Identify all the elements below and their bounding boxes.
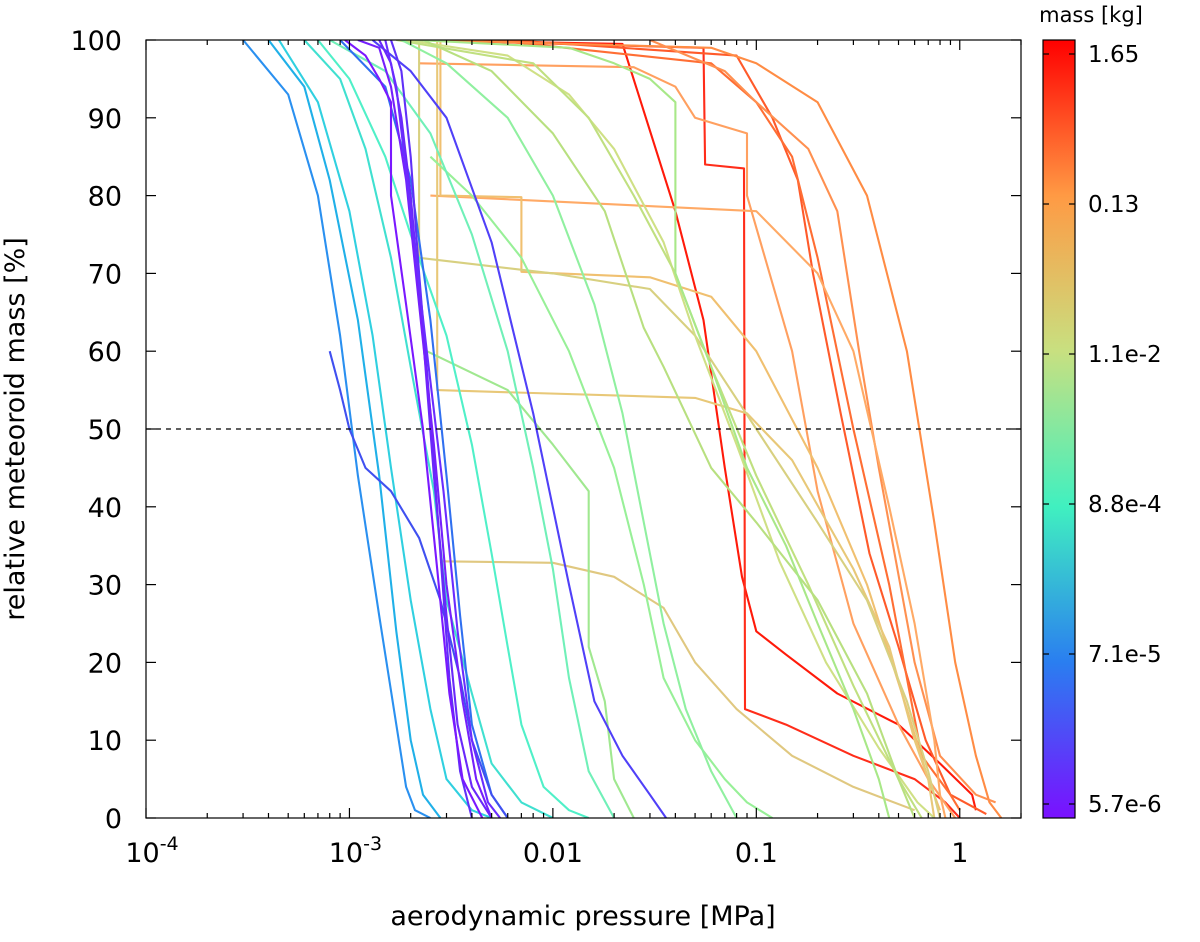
y-tick-label-40: 40 [88, 493, 122, 524]
colorbar-ticks [1043, 53, 1075, 805]
series-line-m21 [317, 40, 590, 818]
y-tick-label-20: 20 [88, 648, 122, 679]
y-tick-label-80: 80 [88, 182, 122, 213]
series-line-m31 [357, 40, 493, 818]
y-tick-label-90: 90 [88, 104, 122, 135]
colorbar-labels: 1.65 0.13 1.1e-2 8.8e-4 7.1e-5 5.7e-6 [1088, 42, 1162, 818]
series-line-m26 [339, 40, 509, 818]
series-line-m10 [436, 40, 936, 818]
y-tick-label-50: 50 [88, 415, 122, 446]
x-tick-label-1e-4: 10-4 [125, 833, 178, 869]
series-line-m27 [328, 350, 509, 818]
series-line-m15 [422, 40, 916, 818]
y-axis-title: relative meteoroid mass [%] [0, 237, 31, 621]
series-line-m24 [267, 40, 442, 818]
series-line-m17 [426, 350, 635, 818]
series-line-m25 [242, 40, 431, 818]
series-line-m32 [344, 40, 484, 818]
series-layer [242, 40, 1003, 818]
series-line-m19 [400, 40, 738, 818]
colorbar-label-5: 5.7e-6 [1088, 792, 1162, 818]
y-tick-labels: 0 10 20 30 40 50 60 70 80 90 100 [70, 26, 122, 835]
colorbar-label-3: 8.8e-4 [1088, 492, 1162, 518]
x-tick-label-0.1: 0.1 [735, 838, 778, 869]
series-line-m1 [414, 40, 977, 811]
series-line-m18 [429, 155, 773, 818]
series-line-m9 [439, 40, 941, 811]
y-tick-label-0: 0 [105, 804, 122, 835]
y-tick-label-100: 100 [70, 26, 122, 57]
series-line-m22 [303, 40, 554, 818]
colorbar-label-4: 7.1e-5 [1088, 642, 1162, 668]
x-tick-label-0.01: 0.01 [523, 838, 583, 869]
x-axis-title: aerodynamic pressure [MPa] [390, 901, 775, 932]
colorbar-title: mass [kg] [1039, 3, 1143, 27]
x-tick-label-1: 1 [951, 838, 968, 869]
series-line-m28 [371, 40, 667, 818]
y-tick-label-70: 70 [88, 259, 122, 290]
y-tick-label-60: 60 [88, 337, 122, 368]
series-line-m16 [414, 40, 891, 818]
x-tick-label-1e-3: 10-3 [329, 833, 382, 869]
series-line-m33 [384, 40, 501, 818]
series-line-m8 [430, 194, 947, 818]
ticks-layer [145, 39, 1022, 819]
series-line-m7 [419, 62, 957, 818]
colorbar [1042, 39, 1076, 819]
colorbar-label-1: 0.13 [1088, 192, 1139, 218]
series-line-m20 [329, 40, 616, 818]
series-line-m6 [649, 40, 996, 804]
y-tick-label-10: 10 [88, 726, 122, 757]
series-line-m3 [507, 40, 987, 816]
series-line-m5 [426, 40, 1003, 818]
series-line-m23 [278, 40, 492, 818]
colorbar-label-2: 1.1e-2 [1088, 342, 1162, 368]
series-line-m4 [491, 40, 961, 811]
series-line-m11 [440, 560, 915, 812]
colorbar-label-0: 1.65 [1088, 42, 1139, 68]
y-tick-label-30: 30 [88, 571, 122, 602]
